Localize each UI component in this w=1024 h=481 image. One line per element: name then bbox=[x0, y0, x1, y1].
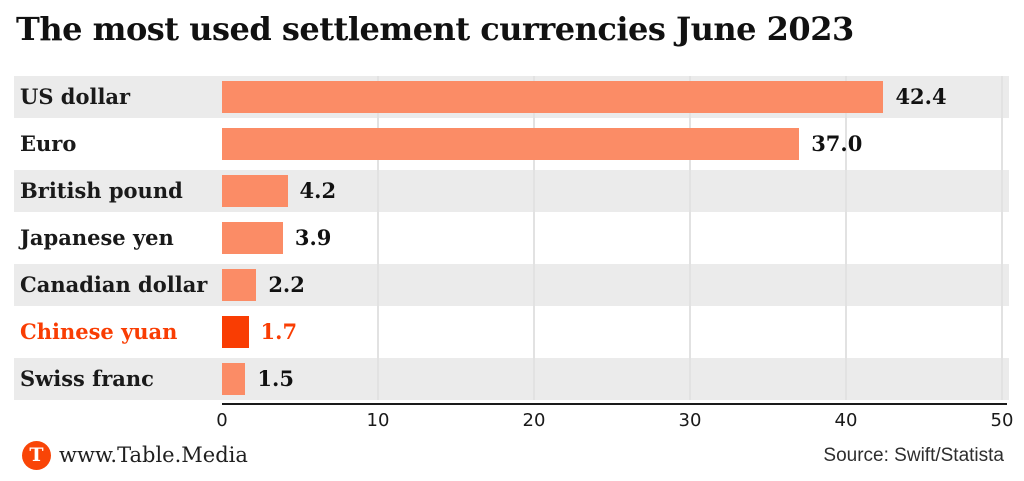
gridline bbox=[377, 76, 379, 400]
x-axis-tick-label: 0 bbox=[216, 410, 228, 431]
category-label: Japanese yen bbox=[20, 225, 174, 250]
value-label: 2.2 bbox=[268, 272, 305, 297]
gridline bbox=[533, 76, 535, 400]
bar bbox=[222, 269, 257, 301]
value-label: 1.5 bbox=[257, 366, 294, 391]
bar bbox=[222, 128, 800, 160]
bar bbox=[222, 175, 288, 207]
value-label: 37.0 bbox=[811, 131, 863, 156]
category-label: Swiss franc bbox=[20, 366, 154, 391]
bar bbox=[222, 81, 884, 113]
row-band bbox=[14, 264, 1009, 306]
row-band bbox=[14, 170, 1009, 212]
gridline bbox=[1001, 76, 1003, 400]
site-url: www.Table.Media bbox=[59, 443, 248, 467]
footer: T www.Table.Media Source: Swift/Statista bbox=[0, 435, 1024, 481]
source-credit: Source: Swift/Statista bbox=[823, 445, 1004, 466]
value-label: 3.9 bbox=[294, 225, 332, 250]
gridline bbox=[689, 76, 691, 400]
chart-title: The most used settlement currencies June… bbox=[16, 10, 854, 48]
category-label: British pound bbox=[20, 178, 183, 203]
category-label: Canadian dollar bbox=[20, 272, 208, 297]
category-label: Euro bbox=[20, 131, 77, 156]
row-band bbox=[14, 217, 1009, 259]
category-label: Chinese yuan bbox=[20, 319, 178, 344]
bar bbox=[222, 363, 246, 395]
row-band bbox=[14, 358, 1009, 400]
x-axis-tick-label: 50 bbox=[990, 410, 1014, 431]
bar bbox=[222, 222, 283, 254]
value-label: 4.2 bbox=[299, 178, 337, 203]
bar bbox=[222, 316, 249, 348]
x-axis-line bbox=[222, 403, 1007, 405]
row-band bbox=[14, 311, 1009, 353]
x-axis-tick-label: 20 bbox=[522, 410, 546, 431]
gridline bbox=[845, 76, 847, 400]
x-axis-tick-label: 30 bbox=[678, 410, 702, 431]
value-label: 42.4 bbox=[895, 84, 947, 109]
x-axis-tick-label: 10 bbox=[366, 410, 390, 431]
x-axis-tick-label: 40 bbox=[834, 410, 858, 431]
table-media-logo-icon: T bbox=[22, 441, 51, 470]
category-label: US dollar bbox=[20, 84, 131, 109]
value-label: 1.7 bbox=[260, 319, 298, 344]
bar-chart: US dollar 42.4 Euro 37.0 British pound 4.2 Jap… bbox=[14, 76, 1014, 431]
